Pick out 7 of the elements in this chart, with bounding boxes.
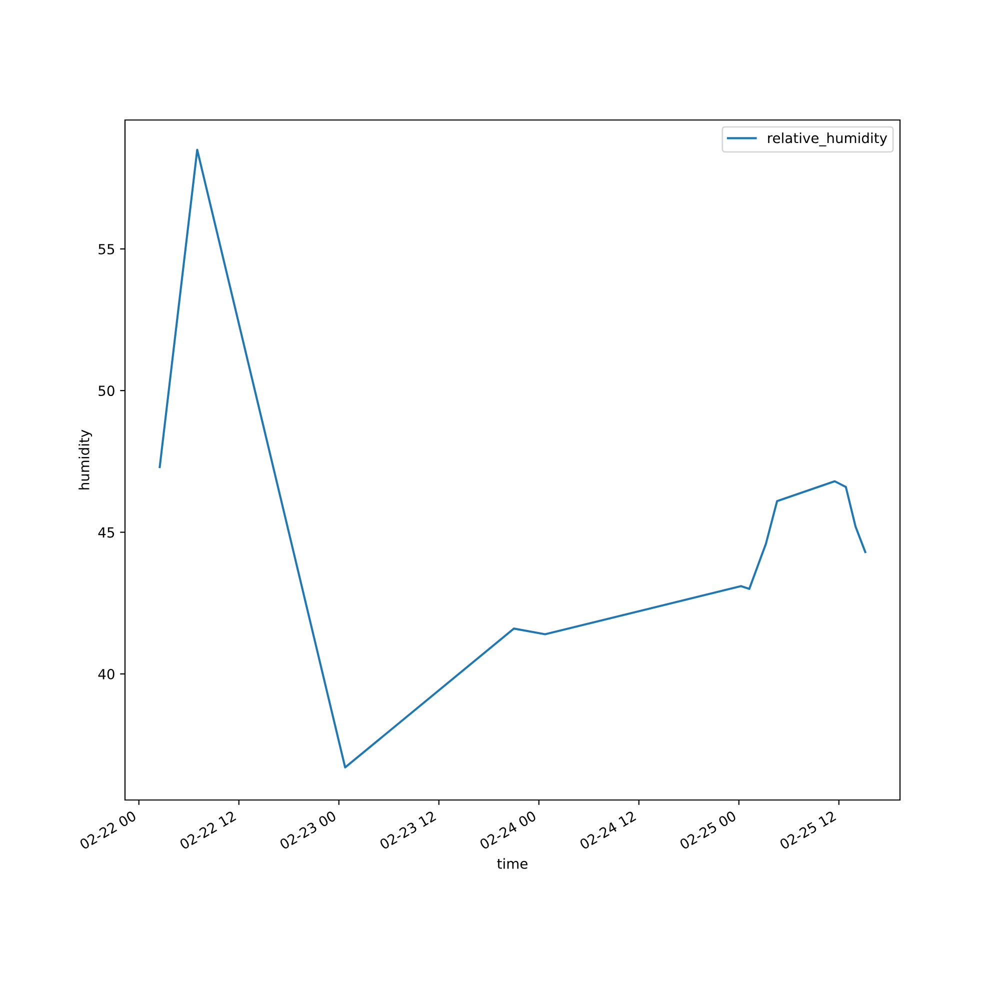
- y-axis-title: humidity: [78, 430, 92, 490]
- x-axis-title: time: [497, 858, 528, 869]
- y-tick-label: 40: [98, 668, 114, 680]
- y-tick-label: 50: [98, 386, 114, 396]
- legend-label: relative_humidity: [768, 132, 888, 146]
- y-tick-label: 55: [98, 244, 114, 254]
- y-tick-label: 45: [98, 527, 114, 538]
